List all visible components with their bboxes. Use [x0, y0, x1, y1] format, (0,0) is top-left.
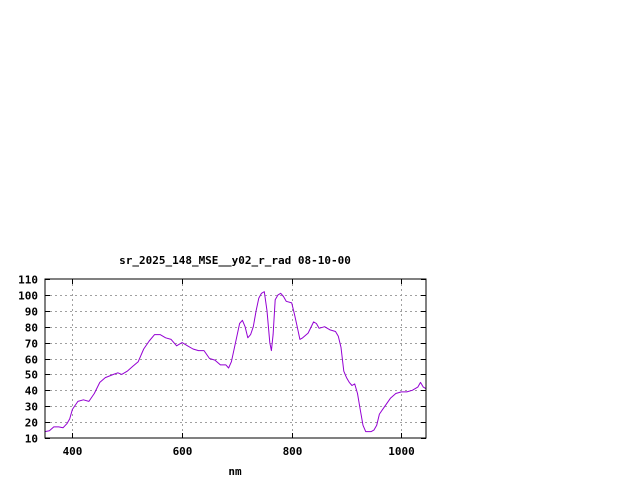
y-tick-label: 50 — [25, 369, 38, 382]
tick-labels: 10 20 30 40 50 60 70 80 90 100 110 400 600 800 1000 — [18, 274, 415, 459]
y-tick-label: 30 — [25, 401, 38, 414]
x-axis-label: nm — [228, 465, 242, 478]
x-tick-label: 800 — [283, 445, 303, 458]
x-tick-label: 400 — [63, 445, 83, 458]
plot-frame — [44, 278, 427, 439]
y-tick-label: 90 — [25, 306, 38, 319]
x-tick-label: 1000 — [388, 445, 415, 458]
y-tick-label: 20 — [25, 417, 38, 430]
y-tick-label: 110 — [18, 274, 38, 287]
axis-ticks — [45, 279, 426, 439]
chart-title: sr_2025_148_MSE__y02_r_rad 08-10-00 — [119, 254, 351, 267]
y-tick-label: 60 — [25, 354, 38, 367]
y-tick-label: 80 — [25, 322, 38, 335]
series-layer — [44, 291, 427, 433]
y-tick-label: 10 — [25, 433, 38, 446]
y-tick-label: 100 — [18, 290, 38, 303]
x-tick-label: 600 — [173, 445, 193, 458]
series-line — [44, 291, 427, 433]
y-tick-label: 70 — [25, 338, 38, 351]
y-tick-label: 40 — [25, 385, 38, 398]
